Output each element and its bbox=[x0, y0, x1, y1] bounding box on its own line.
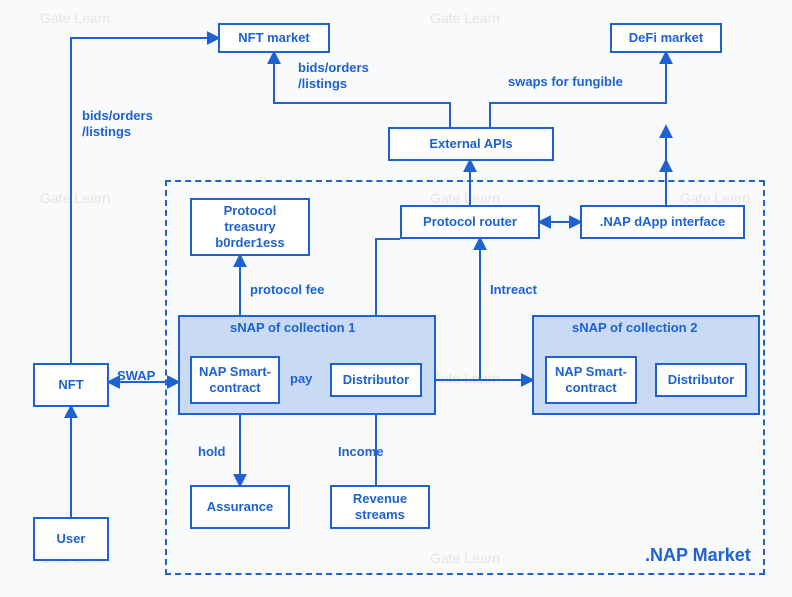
group-title-nap-market: .NAP Market bbox=[645, 545, 751, 566]
node-snap1-contract: NAP Smart- contract bbox=[190, 356, 280, 404]
label-bids-mid: bids/orders /listings bbox=[298, 60, 369, 91]
node-protocol-router: Protocol router bbox=[400, 205, 540, 239]
label-hold: hold bbox=[198, 444, 225, 460]
node-protocol-treasury: Protocol treasury b0rder1ess bbox=[190, 198, 310, 256]
watermark: Gate Learn bbox=[40, 10, 110, 26]
group-title-snap2: sNAP of collection 2 bbox=[572, 320, 697, 335]
node-user: User bbox=[33, 517, 109, 561]
node-snap2-contract: NAP Smart- contract bbox=[545, 356, 637, 404]
watermark: Gate Learn bbox=[40, 190, 110, 206]
node-snap2-distrib: Distributor bbox=[655, 363, 747, 397]
node-snap1-distrib: Distributor bbox=[330, 363, 422, 397]
node-nap-dapp: .NAP dApp interface bbox=[580, 205, 745, 239]
label-intreact: Intreact bbox=[490, 282, 537, 298]
label-swaps: swaps for fungible bbox=[508, 74, 623, 90]
label-pay: pay bbox=[290, 371, 312, 387]
node-nft-market: NFT market bbox=[218, 23, 330, 53]
label-income: Income bbox=[338, 444, 384, 460]
label-protocol-fee: protocol fee bbox=[250, 282, 324, 298]
node-assurance: Assurance bbox=[190, 485, 290, 529]
node-nft: NFT bbox=[33, 363, 109, 407]
label-swap: SWAP bbox=[117, 368, 155, 384]
group-title-snap1: sNAP of collection 1 bbox=[230, 320, 355, 335]
node-revenue: Revenue streams bbox=[330, 485, 430, 529]
node-external-apis: External APIs bbox=[388, 127, 554, 161]
node-defi-market: DeFi market bbox=[610, 23, 722, 53]
label-bids-left: bids/orders /listings bbox=[82, 108, 153, 139]
watermark: Gate Learn bbox=[430, 10, 500, 26]
